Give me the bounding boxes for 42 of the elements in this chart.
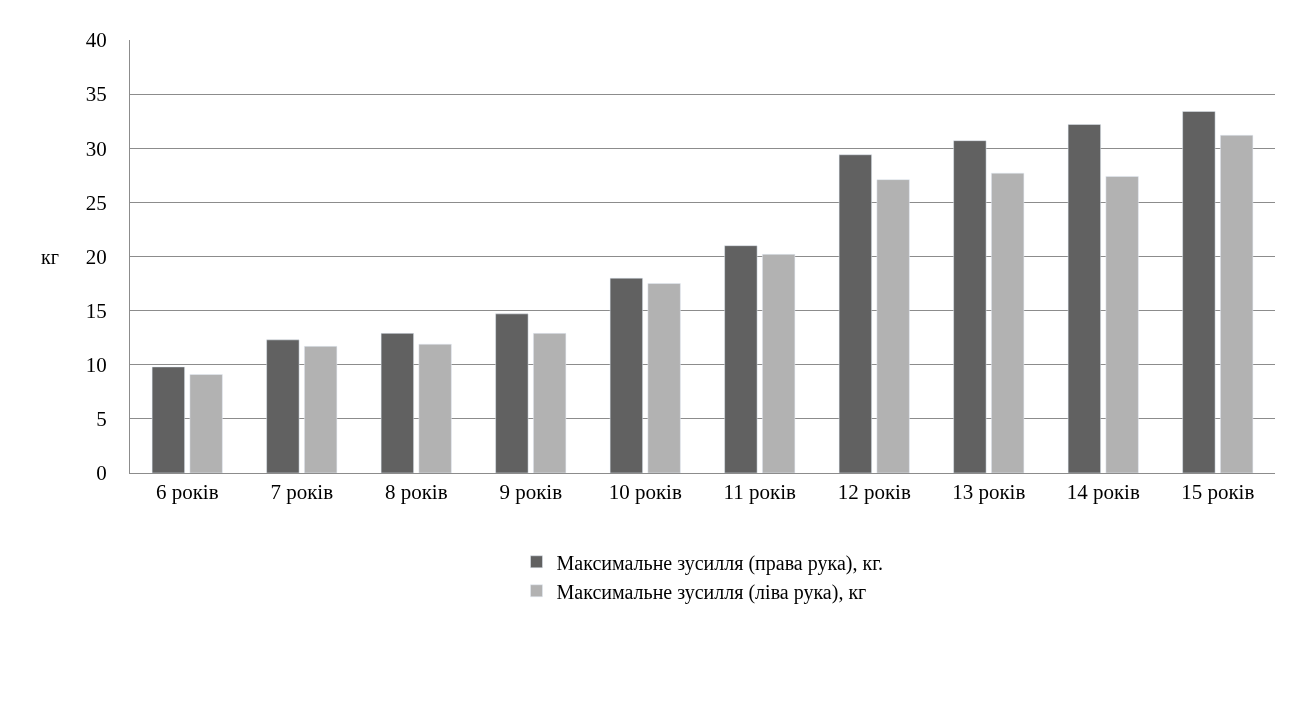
bar bbox=[151, 366, 185, 473]
y-tick-label: 10 bbox=[85, 353, 107, 378]
bar bbox=[838, 154, 872, 473]
legend-label: Максимальне зусилля (ліва рука), кг bbox=[556, 580, 867, 604]
x-tick-label: 10 років bbox=[608, 480, 682, 505]
y-tick-label: 0 bbox=[96, 461, 107, 486]
y-tick-label: 40 bbox=[85, 28, 107, 53]
y-tick-label: 30 bbox=[85, 136, 107, 161]
bar bbox=[495, 313, 529, 473]
bar bbox=[647, 283, 681, 473]
bar bbox=[304, 346, 338, 473]
bar bbox=[418, 343, 452, 473]
bar bbox=[991, 172, 1025, 473]
y-tick-label: 35 bbox=[85, 82, 107, 107]
bar bbox=[189, 374, 223, 473]
bar bbox=[953, 140, 987, 473]
y-tick-label: 20 bbox=[85, 244, 107, 269]
x-tick-label: 9 років bbox=[499, 480, 563, 505]
bar bbox=[724, 245, 758, 473]
x-tick-label: 6 років bbox=[155, 480, 219, 505]
x-tick-label: 8 років bbox=[384, 480, 448, 505]
bar bbox=[1067, 124, 1101, 473]
x-tick-label: 12 років bbox=[837, 480, 911, 505]
bar bbox=[876, 179, 910, 473]
bar bbox=[266, 339, 300, 473]
bar bbox=[380, 333, 414, 473]
legend-label: Максимальне зусилля (права рука), кг. bbox=[556, 551, 884, 575]
y-tick-label: 15 bbox=[85, 298, 107, 323]
x-tick-label: 13 років bbox=[952, 480, 1026, 505]
bar bbox=[762, 254, 796, 473]
y-axis-title: кг bbox=[41, 246, 59, 268]
bar bbox=[609, 277, 643, 473]
bar bbox=[1182, 111, 1216, 473]
x-tick-label: 7 років bbox=[270, 480, 334, 505]
bar bbox=[1105, 176, 1139, 473]
bar bbox=[1220, 135, 1254, 473]
x-tick-label: 11 років bbox=[723, 480, 797, 505]
y-tick-label: 5 bbox=[96, 407, 107, 432]
x-tick-label: 14 років bbox=[1066, 480, 1140, 505]
bar bbox=[533, 333, 567, 473]
y-tick-label: 25 bbox=[85, 190, 107, 215]
x-tick-label: 15 років bbox=[1181, 480, 1255, 505]
